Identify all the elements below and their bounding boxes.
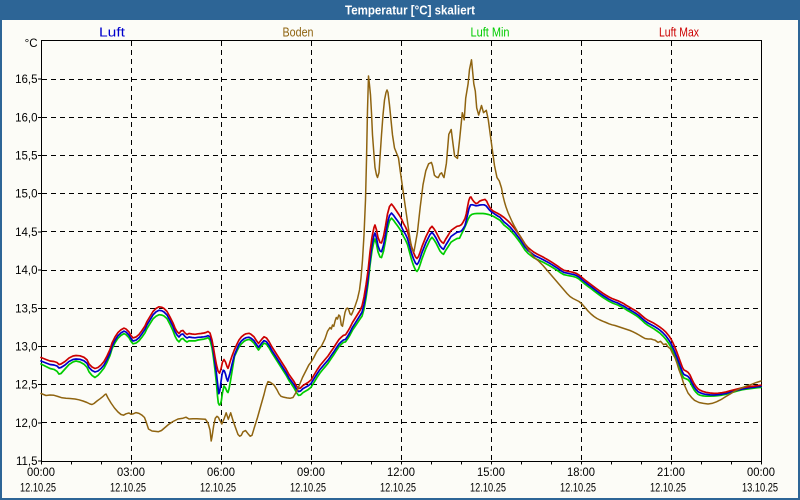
svg-text:12,0: 12,0 xyxy=(15,418,37,430)
svg-text:14,0: 14,0 xyxy=(15,265,37,277)
svg-text:03:00: 03:00 xyxy=(117,467,145,479)
svg-text:13,0: 13,0 xyxy=(15,342,37,354)
svg-text:15,5: 15,5 xyxy=(15,151,37,163)
svg-text:12.10.25: 12.10.25 xyxy=(560,483,596,495)
svg-text:12.10.25: 12.10.25 xyxy=(110,483,146,495)
svg-text:13,5: 13,5 xyxy=(15,303,37,315)
svg-text:Luft Min: Luft Min xyxy=(471,26,510,40)
svg-text:16,0: 16,0 xyxy=(15,112,37,124)
svg-text:Luft Max: Luft Max xyxy=(659,26,700,40)
svg-text:Boden: Boden xyxy=(283,26,314,40)
svg-text:12.10.25: 12.10.25 xyxy=(380,483,416,495)
svg-text:21:00: 21:00 xyxy=(657,467,685,479)
svg-text:12.10.25: 12.10.25 xyxy=(290,483,326,495)
svg-text:°C: °C xyxy=(25,38,38,50)
svg-text:11,5: 11,5 xyxy=(16,456,38,468)
svg-text:12.10.25: 12.10.25 xyxy=(20,483,56,495)
svg-text:09:00: 09:00 xyxy=(297,467,325,479)
svg-text:13.10.25: 13.10.25 xyxy=(742,483,778,495)
svg-text:12.10.25: 12.10.25 xyxy=(650,483,686,495)
svg-text:00:00: 00:00 xyxy=(27,467,55,479)
svg-text:12.10.25: 12.10.25 xyxy=(200,483,236,495)
svg-text:00:00: 00:00 xyxy=(747,467,775,479)
svg-text:06:00: 06:00 xyxy=(207,467,235,479)
svg-text:12.10.25: 12.10.25 xyxy=(470,483,506,495)
svg-text:15,0: 15,0 xyxy=(15,189,37,201)
svg-text:Temperatur [°C] skaliert: Temperatur [°C] skaliert xyxy=(345,4,476,18)
svg-text:12:00: 12:00 xyxy=(387,467,415,479)
svg-text:18:00: 18:00 xyxy=(567,467,595,479)
svg-text:12,5: 12,5 xyxy=(15,380,37,392)
svg-text:Luft: Luft xyxy=(99,26,126,40)
svg-text:15:00: 15:00 xyxy=(477,467,505,479)
svg-text:16,5: 16,5 xyxy=(15,74,37,86)
svg-text:14,5: 14,5 xyxy=(15,227,37,239)
